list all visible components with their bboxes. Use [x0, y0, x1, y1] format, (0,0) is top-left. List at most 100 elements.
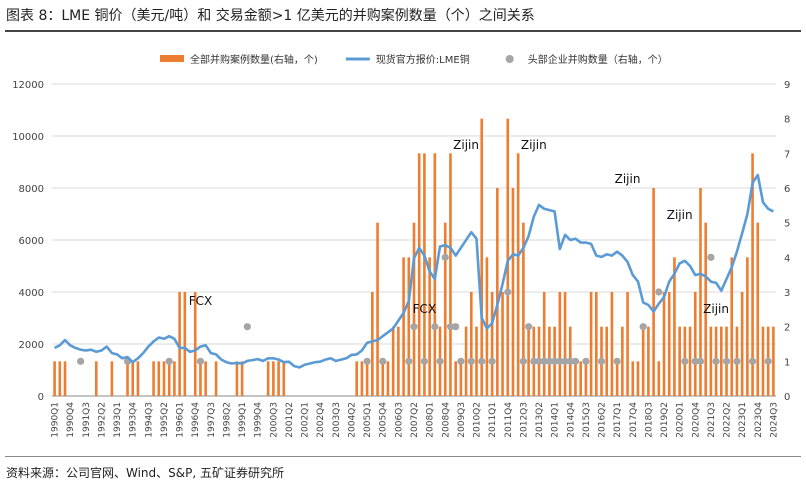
head-deal-dot: [77, 357, 85, 365]
right-tick-label: 5: [784, 219, 790, 230]
head-deal-dot: [410, 323, 418, 331]
head-deal-dot: [363, 357, 371, 365]
deal-bars: [53, 118, 775, 397]
annotation-label: Zijin: [703, 302, 729, 316]
x-tick-label: 1999Q1: [238, 402, 248, 438]
deal-bar: [204, 361, 207, 396]
head-deal-dot: [379, 357, 387, 365]
x-tick-label: 2008Q1: [426, 402, 436, 438]
legend-label: 全部并购案例数量(右轴，个): [190, 53, 318, 66]
head-deal-dot: [722, 357, 731, 365]
deal-bar: [574, 361, 577, 396]
deal-bar: [667, 292, 671, 396]
x-tick-label: 2016Q2: [598, 402, 608, 438]
x-tick-label: 2002Q4: [316, 402, 326, 438]
chart-area: 0 2000 4000 6000 8000 10000 12000 0 1 2 3 4 5 6 7 8 9 199…: [12, 53, 790, 438]
axes: 0 2000 4000 6000 8000 10000 12000 0 1 2 3 4 5 6 7 8 9 199…: [12, 80, 790, 438]
chart-title: 图表 8：LME 铜价（美元/吨）和 交易金额>1 亿美元的并购案例数量（个）之…: [6, 8, 535, 24]
deal-bar: [475, 326, 478, 396]
deal-bar: [152, 361, 155, 396]
legend-label: 现货官方报价:LME铜: [376, 53, 470, 66]
deal-bar: [272, 361, 275, 396]
head-deal-dot: [566, 357, 574, 365]
deal-bar: [391, 326, 395, 396]
deal-bar: [636, 361, 640, 396]
deal-bar: [542, 292, 546, 396]
deal-bar: [131, 361, 135, 396]
deal-bar: [740, 292, 744, 396]
head-deal-dot: [530, 357, 538, 365]
head-deal-dot: [748, 357, 757, 365]
deal-bar: [631, 361, 635, 396]
deal-bar: [266, 361, 270, 396]
head-deal-dot: [524, 323, 533, 331]
x-tick-label: 2011Q1: [488, 402, 498, 438]
left-tick-label: 2000: [19, 340, 44, 351]
deal-bar: [621, 326, 624, 396]
x-tick-label: 1995Q2: [160, 402, 170, 438]
deal-bar: [428, 257, 431, 396]
deal-bar: [417, 153, 421, 396]
head-deal-dot: [420, 357, 429, 365]
x-tick-label: 2014Q1: [551, 402, 561, 438]
deal-bar: [464, 326, 468, 396]
left-tick-label: 0: [38, 392, 44, 403]
x-tick-label: 2023Q4: [754, 402, 764, 438]
head-deal-dot: [535, 357, 543, 365]
x-tick-label: 1992Q2: [97, 402, 107, 438]
x-tick-label: 2022Q2: [723, 402, 733, 438]
deal-bar: [407, 257, 411, 396]
deal-bar: [641, 326, 645, 396]
x-tick-label: 2023Q1: [738, 402, 748, 438]
deal-bar: [214, 361, 218, 396]
deal-bar: [381, 361, 385, 396]
head-deal-dot: [712, 357, 720, 365]
x-tick-label: 2001Q2: [285, 402, 295, 438]
deal-bar: [506, 118, 510, 397]
x-tick-label: 1998Q2: [222, 402, 232, 438]
deal-bar: [589, 292, 593, 396]
x-tick-label: 1990Q1: [51, 402, 61, 438]
deal-bar: [454, 361, 457, 396]
deal-bar: [282, 361, 286, 396]
head-deal-dot: [478, 357, 486, 365]
x-tick-label: 2013Q2: [535, 402, 545, 438]
deal-bar: [527, 326, 530, 396]
deal-bar: [558, 292, 562, 396]
deal-bar: [772, 326, 775, 396]
deal-bar: [490, 292, 494, 396]
head-deal-dot: [551, 357, 559, 365]
deal-bar: [688, 326, 692, 396]
legend-dot-swatch: [505, 55, 514, 63]
x-tick-label: 2024Q3: [769, 402, 779, 438]
head-deal-dot: [571, 357, 580, 365]
deal-bar: [693, 292, 697, 396]
head-deal-dot: [639, 323, 647, 331]
head-deal-dot: [467, 357, 475, 365]
deal-bar: [183, 292, 187, 396]
head-deal-dot: [431, 323, 439, 331]
right-tick-label: 9: [784, 80, 790, 91]
head-deal-dot: [545, 357, 554, 365]
head-deal-dot: [504, 288, 512, 296]
annotation-label: Zijin: [521, 138, 547, 152]
deal-bar: [501, 292, 504, 396]
x-tick-label: 2008Q4: [441, 402, 451, 438]
x-tick-label: 2005Q1: [363, 402, 373, 438]
deal-bar: [579, 361, 582, 396]
deal-bar: [657, 361, 661, 396]
left-tick-label: 4000: [19, 288, 44, 299]
x-tick-label: 1997Q3: [207, 402, 217, 438]
x-tick-label: 1990Q4: [66, 402, 76, 438]
deal-bar: [173, 361, 176, 396]
head-deal-dot: [441, 253, 449, 261]
head-deal-dot: [452, 323, 460, 331]
deal-bar: [412, 222, 416, 396]
deal-bar: [193, 292, 197, 396]
head-deal-dot: [655, 288, 663, 296]
x-tick-label: 2020Q4: [691, 402, 701, 438]
left-tick-label: 12000: [12, 80, 44, 91]
deal-bar: [704, 222, 707, 396]
deal-bar: [761, 326, 765, 396]
x-tick-label: 2002Q1: [301, 402, 311, 438]
